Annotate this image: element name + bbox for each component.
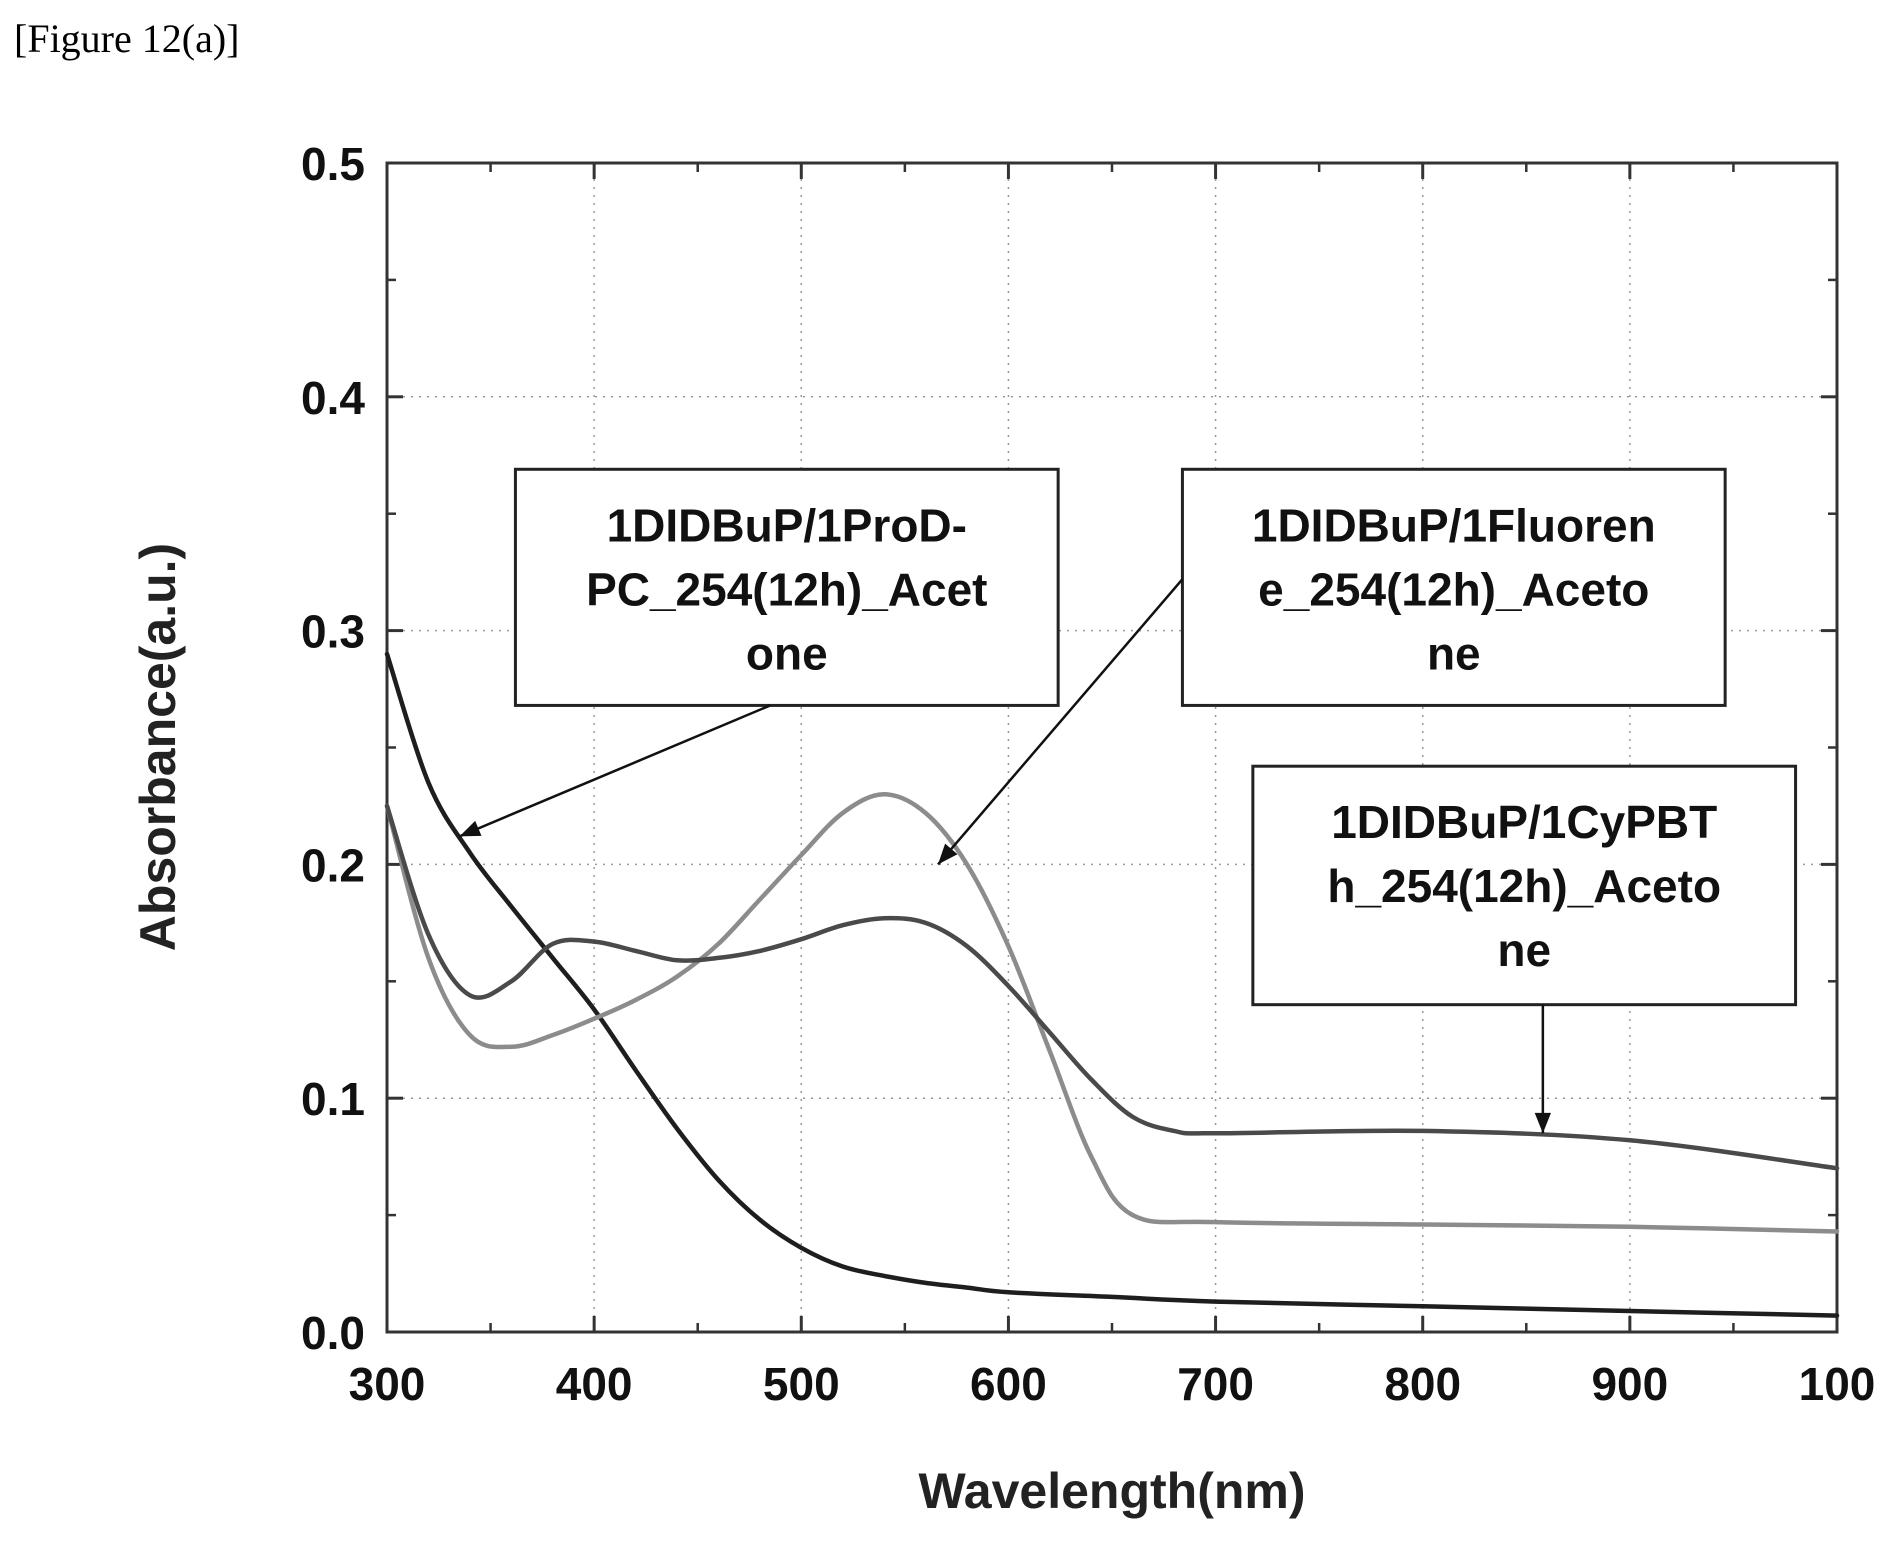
annotation-label-line: 1DIDBuP/1CyPBT: [1331, 796, 1717, 848]
annotation-arrowhead-3: [1534, 1112, 1552, 1134]
x-axis-title: Wavelength(nm): [918, 1463, 1305, 1519]
annotation-label-line: 1DIDBuP/1ProD-: [607, 499, 967, 551]
grid-lines: [387, 163, 1837, 1332]
series-line-1: [384, 651, 1840, 1318]
y-tick-label: 0.0: [301, 1307, 365, 1359]
annotation-label-line: e_254(12h)_Aceto: [1258, 563, 1649, 615]
y-tick-label: 0.4: [301, 372, 365, 424]
x-tick-label: 800: [1384, 1358, 1461, 1410]
x-tick-label: 600: [970, 1358, 1047, 1410]
annotation-arrow-1: [459, 704, 771, 838]
series-line-2: [384, 792, 1840, 1234]
annotation-box-3: [1251, 764, 1798, 1007]
series-line-3: [384, 803, 1840, 1171]
y-tick-label: 0.5: [301, 138, 365, 190]
x-tick-label: 300: [349, 1358, 426, 1410]
annotation-box-2: [1180, 467, 1727, 707]
series-lines: [384, 651, 1840, 1318]
annotation-label-line: PC_254(12h)_Acet: [586, 563, 987, 615]
x-tick-label: 900: [1591, 1358, 1668, 1410]
y-axis-title: Absorbance(a.u.): [130, 543, 186, 951]
annotation-label-line: h_254(12h)_Aceto: [1327, 860, 1721, 912]
y-tick-label: 0.3: [301, 606, 365, 658]
x-tick-label: 700: [1177, 1358, 1254, 1410]
plot-frame: [385, 161, 1839, 1334]
x-tick-label: 500: [763, 1358, 840, 1410]
annotation-arrowhead-1: [459, 820, 482, 837]
y-tick-label: 0.1: [301, 1073, 365, 1125]
x-tick-label: 100: [1799, 1358, 1876, 1410]
annotation-box-1: [513, 467, 1060, 707]
annotation-label-line: ne: [1497, 924, 1551, 976]
x-tick-label: 400: [556, 1358, 633, 1410]
figure-label: [Figure 12(a)]: [14, 16, 239, 61]
annotation-label-line: ne: [1427, 627, 1481, 679]
annotation-label-line: 1DIDBuP/1Fluoren: [1252, 499, 1656, 551]
annotation-arrowhead-2: [938, 843, 958, 865]
axis-ticks: 300 400 500 600 700 800 900 100 0.0 0.1 0.2 0.3 0.4 0…: [301, 138, 1875, 1410]
annotation-arrow-2: [937, 578, 1184, 866]
y-tick-label: 0.2: [301, 839, 365, 891]
annotation-label-line: one: [746, 627, 828, 679]
